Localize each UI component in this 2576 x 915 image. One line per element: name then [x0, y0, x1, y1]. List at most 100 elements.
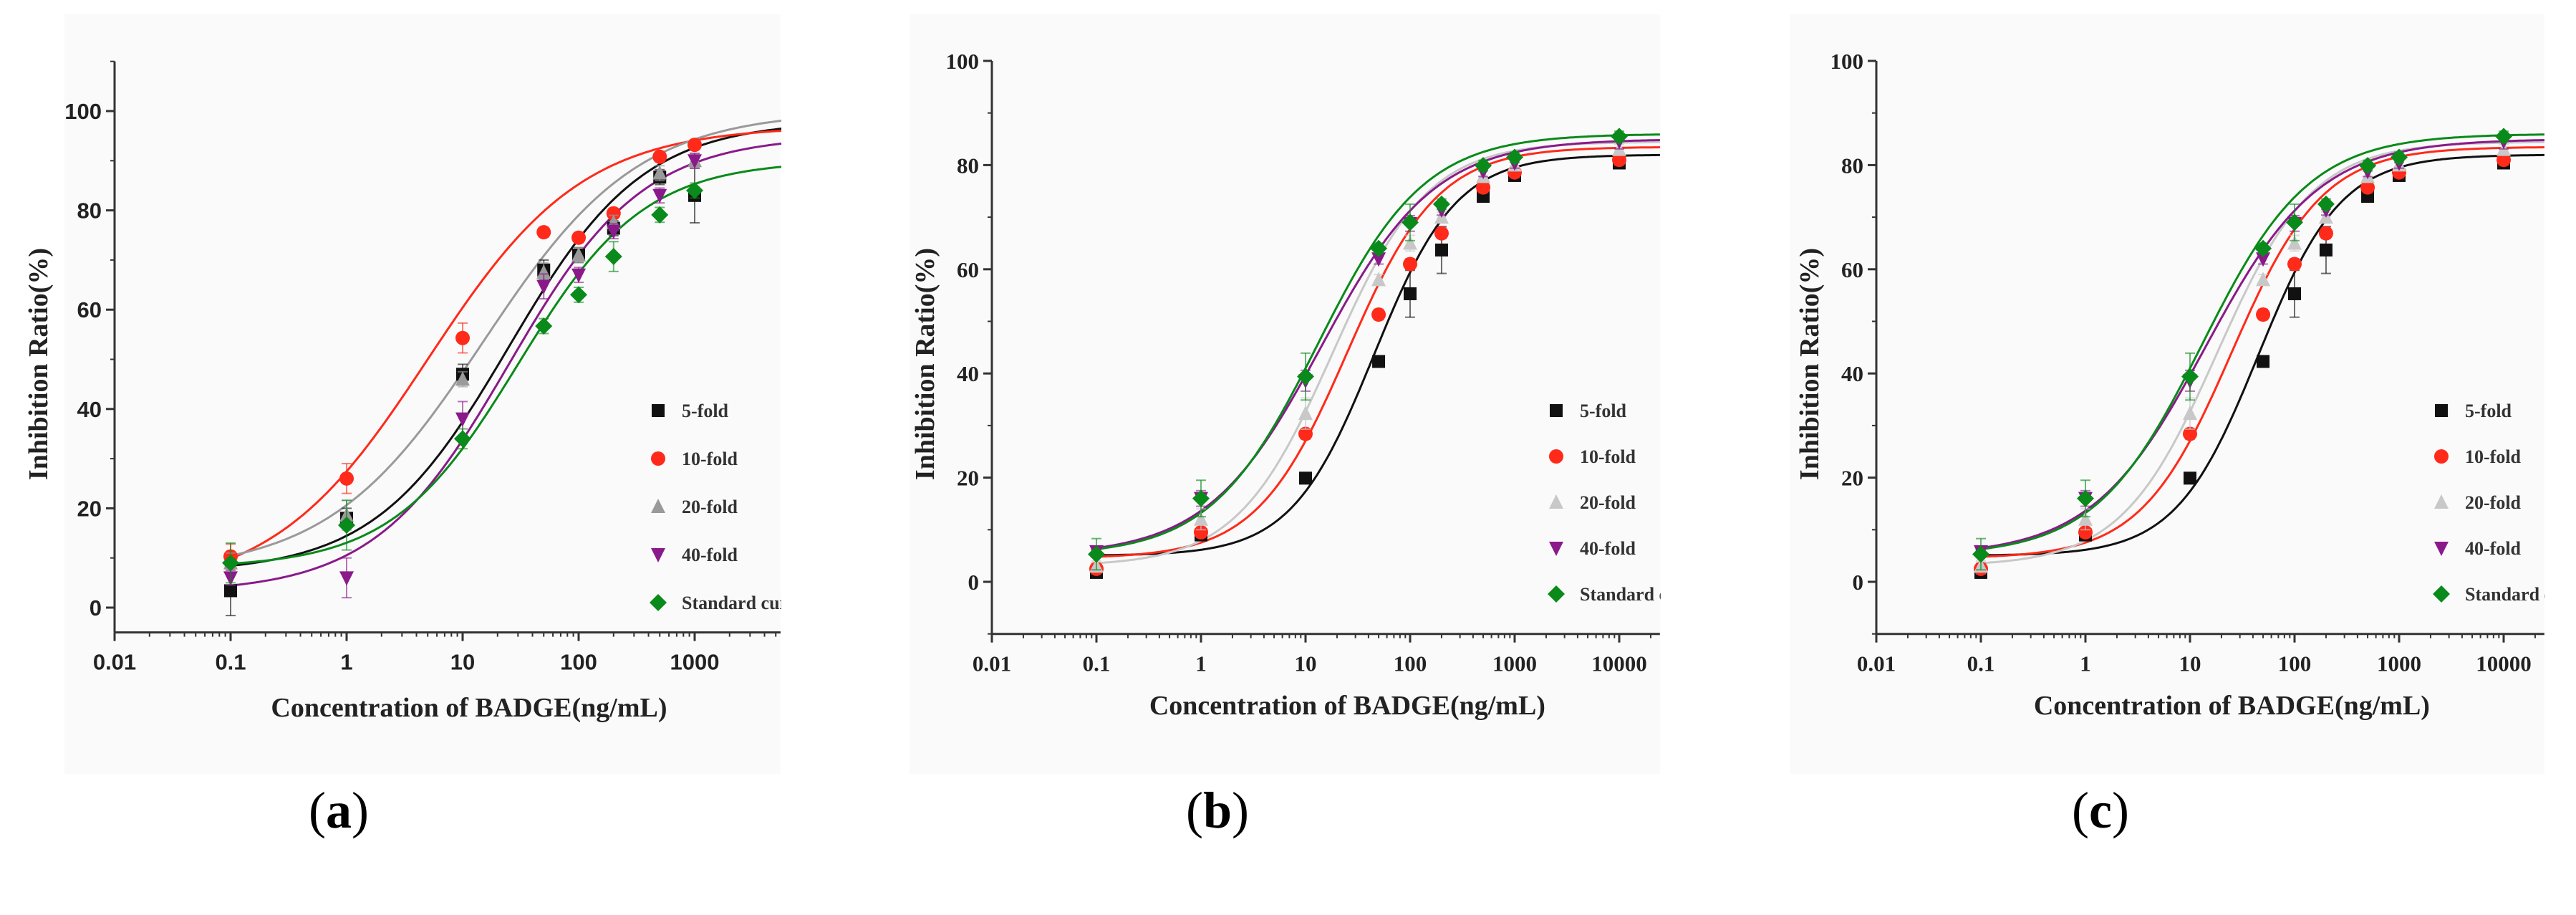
- chart-panel-c: 0.01 0.1 1 10 100 1000 10000 0 20 40 60 80 100 Concen…: [1790, 14, 2552, 839]
- data-point-10-fold: [2256, 307, 2271, 322]
- x-axis-title: Concentration of BADGE(ng/mL): [1149, 691, 1545, 721]
- x-tick-label: 1000: [2377, 651, 2421, 676]
- data-point-5-fold: [2184, 471, 2196, 485]
- data-point-standard-curve: [1370, 239, 1388, 257]
- x-tick-label: 0.01: [93, 650, 136, 675]
- legend: 5-fold 10-fold 20-fold 40-fold Standard cur: [650, 401, 788, 613]
- x-tick-label: 0.01: [1857, 651, 1896, 676]
- data-point-40-fold: [455, 412, 470, 427]
- data-point-standard-curve: [2391, 148, 2408, 166]
- data-point-40-fold: [536, 279, 551, 294]
- chart-panel-b: 0.01 0.1 1 10 100 1000 10000 0 20 40 60 80 100 Concen…: [910, 14, 1667, 839]
- x-tick-label: 0.1: [1967, 651, 1995, 676]
- data-point-5-fold: [1372, 355, 1386, 368]
- data-point-standard-curve: [338, 516, 355, 534]
- legend-label: Standard cur: [682, 593, 788, 613]
- legend-marker-icon: [1550, 404, 1563, 417]
- y-tick-label: 60: [77, 297, 102, 322]
- legend-label: Standard c: [2465, 584, 2552, 605]
- data-point-10-fold: [2360, 180, 2375, 195]
- y-tick-label: 80: [1841, 153, 1863, 178]
- data-point-standard-curve: [2181, 368, 2199, 385]
- x-tick-label: 10: [1295, 651, 1317, 676]
- data-point-10-fold: [1403, 257, 1417, 272]
- panel-background: [1790, 14, 2544, 774]
- plot-area: 5-fold 10-fold 20-fold 40-fold Standard cur: [222, 119, 788, 617]
- panel-background: [910, 14, 1660, 774]
- x-tick-label: 100: [1394, 651, 1427, 676]
- data-point-10-fold: [339, 471, 354, 486]
- x-axis-title: Concentration of BADGE(ng/mL): [271, 693, 667, 723]
- legend-marker-icon: [2434, 449, 2449, 464]
- data-point-standard-curve: [1192, 489, 1210, 507]
- data-point-10-fold: [2287, 257, 2302, 272]
- data-point-10-fold: [1194, 524, 1208, 540]
- data-point-standard-curve: [535, 317, 553, 335]
- data-point-40-fold: [571, 268, 586, 283]
- data-point-20-fold: [2078, 511, 2093, 526]
- legend-label: 20-fold: [682, 497, 738, 517]
- fit-curve-5-fold: [1091, 153, 1660, 557]
- fit-curve-5-fold: [1975, 153, 2544, 557]
- legend-label: 5-fold: [682, 401, 729, 421]
- data-point-standard-curve: [2317, 195, 2335, 213]
- data-point-20-fold: [1298, 406, 1313, 421]
- data-point-standard-curve: [1972, 545, 1989, 563]
- data-point-standard-curve: [2254, 239, 2272, 257]
- data-point-10-fold: [652, 149, 667, 164]
- panel-caption: (a): [309, 782, 369, 839]
- fit-curve-5-fold: [224, 128, 781, 567]
- data-point-standard-curve: [686, 181, 703, 199]
- legend-marker-icon: [650, 594, 667, 611]
- data-point-20-fold: [455, 371, 470, 386]
- chart-panel-a: 0.01 0.1 1 10 100 1000 0 20 40 60 80 100 Concentrati…: [24, 14, 788, 839]
- data-point-standard-curve: [1432, 195, 1450, 213]
- x-tick-label: 1: [1195, 651, 1207, 676]
- data-point-40-fold: [2256, 252, 2271, 267]
- data-point-20-fold: [1403, 235, 1417, 250]
- caption-paren-open: (: [1186, 782, 1203, 839]
- y-tick-label: 20: [77, 496, 102, 521]
- data-point-20-fold: [571, 246, 586, 262]
- panel-background: [64, 14, 781, 774]
- y-tick-label: 20: [957, 466, 979, 491]
- legend-marker-icon: [2435, 404, 2448, 417]
- x-tick-label: 1000: [1492, 651, 1537, 676]
- y-tick-label: 60: [1841, 257, 1863, 282]
- legend-marker-icon: [651, 548, 665, 562]
- data-point-20-fold: [1194, 511, 1208, 526]
- x-tick-label: 0.01: [973, 651, 1011, 676]
- y-tick-label: 0: [968, 570, 980, 595]
- data-point-40-fold: [652, 188, 667, 203]
- legend-marker-icon: [1548, 585, 1565, 603]
- data-point-10-fold: [2318, 226, 2333, 241]
- legend-marker-icon: [2434, 494, 2449, 509]
- y-axis-title: Inhibition Ratio(%): [24, 248, 54, 480]
- data-point-10-fold: [1371, 307, 1386, 322]
- legend-label: 5-fold: [2465, 401, 2512, 421]
- legend-marker-icon: [1549, 449, 1563, 464]
- legend-label: 10-fold: [682, 449, 738, 469]
- y-tick-label: 100: [64, 99, 102, 124]
- legend-label: Standard c: [1580, 584, 1667, 605]
- data-point-40-fold: [339, 571, 354, 586]
- caption-paren-open: (: [309, 782, 326, 839]
- caption-letter: b: [1203, 782, 1232, 839]
- fit-curve-standard-curve: [1975, 133, 2544, 551]
- y-tick-label: 100: [946, 49, 980, 74]
- data-point-5-fold: [1299, 471, 1312, 485]
- data-point-5-fold: [224, 584, 237, 598]
- data-point-10-fold: [1298, 426, 1313, 441]
- data-point-20-fold: [2183, 406, 2197, 421]
- data-point-5-fold: [2257, 355, 2270, 368]
- data-point-standard-curve: [651, 206, 669, 224]
- data-point-standard-curve: [222, 554, 239, 572]
- legend-marker-icon: [651, 451, 665, 466]
- data-point-5-fold: [2288, 287, 2301, 300]
- data-point-standard-curve: [570, 286, 587, 304]
- legend-marker-icon: [2433, 585, 2450, 603]
- legend-label: 5-fold: [1580, 401, 1627, 421]
- fit-curve-standard-curve: [224, 166, 781, 565]
- x-tick-label: 10: [450, 650, 475, 675]
